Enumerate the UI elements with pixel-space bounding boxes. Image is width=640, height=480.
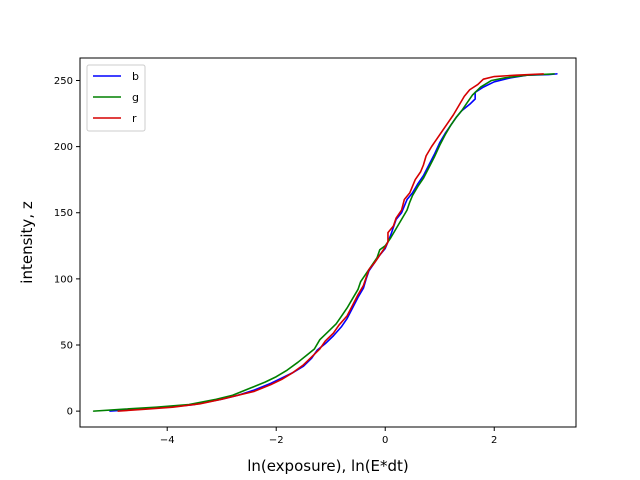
y-tick-label: 250 xyxy=(54,76,73,87)
y-tick-label: 200 xyxy=(54,142,73,153)
x-tick-label: 2 xyxy=(491,435,497,446)
series-line-g xyxy=(92,73,555,412)
legend-label-b: b xyxy=(132,70,139,83)
legend: bgr xyxy=(86,64,146,132)
y-tick-label: 100 xyxy=(54,274,73,285)
series-line-b xyxy=(109,73,558,412)
legend-label-r: r xyxy=(132,112,137,125)
x-axis-label: ln(exposure), ln(E*dt) xyxy=(247,457,409,475)
x-axis-ticks: −4 −2 0 2 xyxy=(160,427,497,446)
y-tick-label: 0 xyxy=(67,407,73,418)
y-tick-label: 150 xyxy=(54,208,73,219)
plot-frame xyxy=(79,57,577,428)
x-tick-label: −2 xyxy=(269,435,284,446)
y-axis-ticks: 0 50 100 150 200 250 xyxy=(54,76,80,418)
y-axis-label: intensity, z xyxy=(18,201,36,284)
legend-label-g: g xyxy=(132,91,139,104)
y-tick-label: 50 xyxy=(60,341,73,352)
series-lines xyxy=(92,73,558,412)
x-tick-label: 0 xyxy=(382,435,388,446)
series-line-r xyxy=(117,73,545,412)
legend-box xyxy=(86,64,146,132)
x-tick-label: −4 xyxy=(160,435,175,446)
